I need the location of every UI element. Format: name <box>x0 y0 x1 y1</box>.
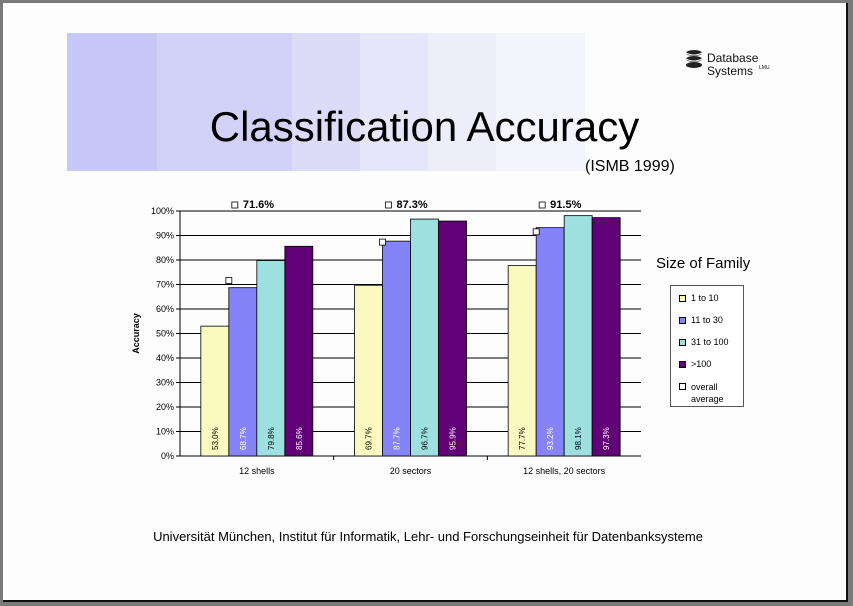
bar <box>354 284 383 457</box>
legend-swatch <box>679 361 686 368</box>
bar-data-label: 85.6% <box>295 427 304 450</box>
legend-swatch <box>679 339 686 346</box>
page-title: Classification Accuracy <box>209 103 640 150</box>
bar-data-label: 97.3% <box>602 427 611 450</box>
logo-tm: LMU <box>759 65 770 71</box>
average-label-marker <box>385 201 392 209</box>
y-tick-label: 20% <box>156 402 174 412</box>
bar <box>438 220 467 457</box>
bar-data-label: 53.0% <box>211 427 220 450</box>
banner-block <box>428 33 496 171</box>
legend-item: overall average <box>679 381 741 405</box>
average-marker <box>225 277 233 284</box>
bar <box>591 217 621 457</box>
banner-block <box>157 33 292 171</box>
legend-item: 1 to 10 <box>679 293 719 303</box>
legend-label: 11 to 30 <box>691 315 723 325</box>
y-tick-label: 30% <box>156 378 174 388</box>
legend-label: 31 to 100 <box>691 337 729 347</box>
bar-chart: 0% 10% 20% 30% 40% 50% 60% 70% 80% 90% 100% Accurac… <box>131 199 641 476</box>
average-data-label: 91.5% <box>550 199 581 211</box>
bar-data-label: 69.7% <box>365 427 374 450</box>
bar <box>284 245 314 457</box>
banner-block <box>67 33 157 171</box>
bar <box>563 215 593 457</box>
bar <box>200 325 230 457</box>
y-tick-label: 70% <box>156 280 174 290</box>
bar-data-label: 96.7% <box>421 427 430 450</box>
bar-data-label: 68.7% <box>239 427 248 450</box>
legend-item: 11 to 30 <box>679 315 723 325</box>
logo-line1: Database <box>707 51 759 65</box>
bar <box>535 227 565 457</box>
y-tick-label: 100% <box>151 206 174 216</box>
chart-legend: 1 to 10 11 to 30 31 to 100 >100 overall aver… <box>670 285 744 407</box>
x-tick-label: 12 shells, 20 sectors <box>523 466 606 476</box>
y-tick-label: 90% <box>156 231 174 241</box>
legend-label: 1 to 10 <box>691 293 719 303</box>
legend-item: >100 <box>679 359 711 369</box>
title-banner <box>67 33 585 171</box>
bar-data-label: 93.2% <box>546 427 555 450</box>
database-stack-icon <box>685 50 703 68</box>
bar-data-label: 77.7% <box>518 427 527 450</box>
average-marker <box>379 238 386 246</box>
legend-swatch <box>679 383 686 390</box>
legend-swatch <box>679 317 686 324</box>
average-label-marker <box>538 201 546 209</box>
banner-block <box>360 33 428 171</box>
legend-label: overall average <box>691 382 724 404</box>
banner-block <box>292 33 360 171</box>
bar <box>507 265 537 457</box>
bar-data-label: 95.9% <box>449 427 458 450</box>
bar <box>228 287 258 457</box>
bar <box>410 218 439 457</box>
page-subtitle: (ISMB 1999) <box>585 158 675 175</box>
legend-title: Size of Family <box>656 255 751 272</box>
bar <box>382 240 411 457</box>
legend-label: >100 <box>691 359 712 369</box>
y-tick-label: 80% <box>156 255 174 265</box>
average-label-marker <box>231 201 239 209</box>
logo-line2: Systems <box>707 64 754 78</box>
bar-data-label: 79.8% <box>267 427 276 450</box>
legend-item: 31 to 100 <box>679 337 729 347</box>
average-data-label: 71.6% <box>243 199 274 211</box>
legend-swatch <box>679 295 686 302</box>
average-marker <box>532 228 540 236</box>
bar-data-label: 98.1% <box>574 427 583 450</box>
bar-data-label: 87.7% <box>393 427 402 450</box>
slide: Database Systems LMU Classification Accu… <box>3 3 848 602</box>
y-tick-label: 0% <box>161 451 174 461</box>
footer-text: Universität München, Institut für Inform… <box>153 529 703 544</box>
y-tick-label: 50% <box>156 329 174 339</box>
y-tick-label: 60% <box>156 304 174 314</box>
bar <box>256 260 286 457</box>
y-tick-label: 40% <box>156 353 174 363</box>
x-tick-label: 12 shells <box>239 466 275 476</box>
y-axis-label: Accuracy <box>131 313 141 354</box>
x-tick-label: 20 sectors <box>390 466 432 476</box>
average-data-label: 87.3% <box>397 199 428 211</box>
y-tick-label: 10% <box>156 427 174 437</box>
banner-block <box>496 33 585 171</box>
logo: Database Systems LMU <box>685 47 775 87</box>
